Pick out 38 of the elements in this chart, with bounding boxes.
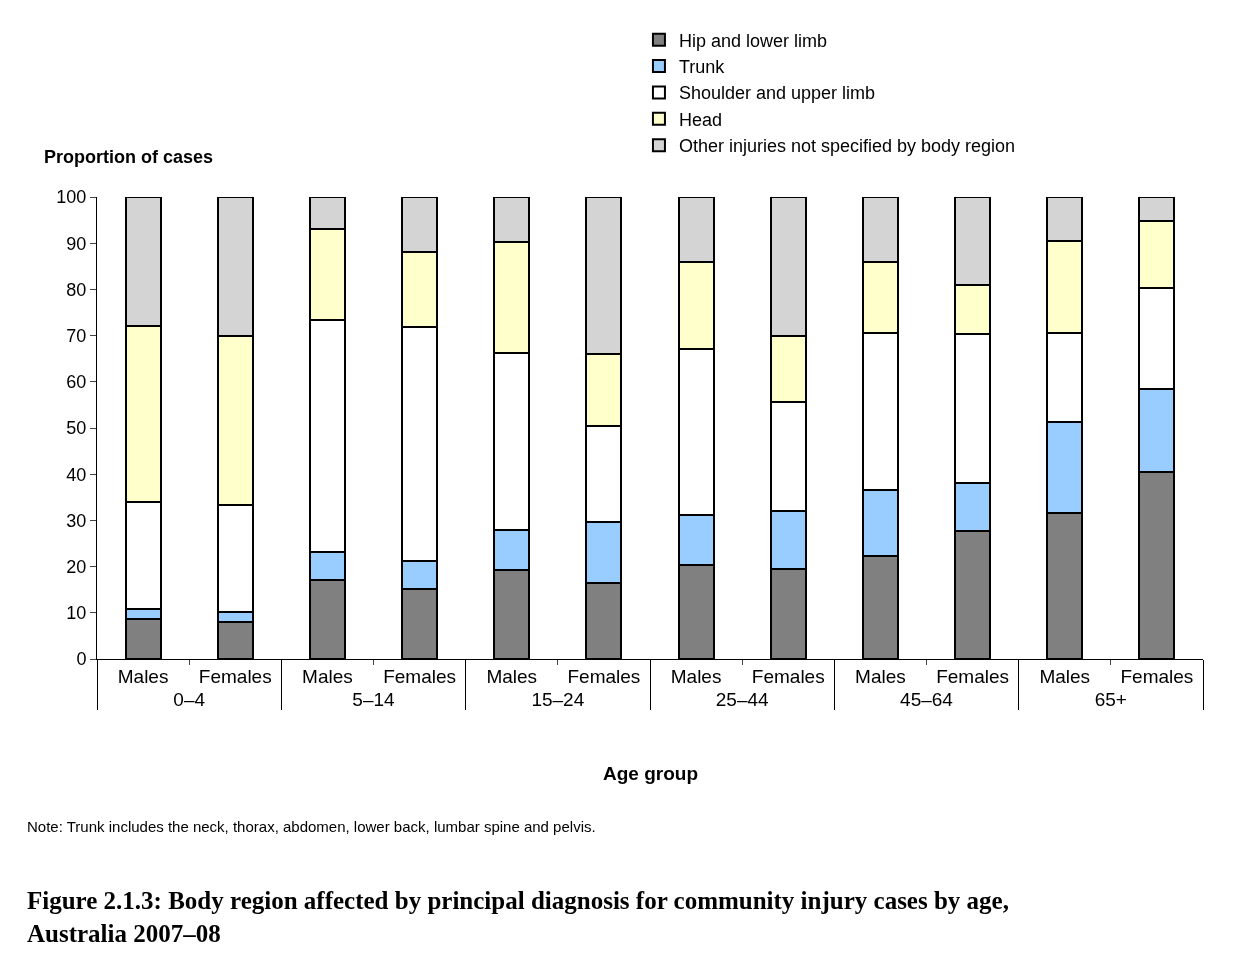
- y-tick-label: 0: [76, 649, 87, 670]
- y-axis-title: Proportion of cases: [44, 147, 214, 167]
- y-tick-label: 10: [66, 603, 87, 624]
- text: 5–14: [352, 688, 396, 710]
- legend-label: Hip and lower limb: [678, 30, 827, 51]
- y-tick-label: 50: [66, 418, 87, 439]
- y-tick-label: 70: [66, 325, 87, 346]
- legend-label: Other injuries not specified by body region: [678, 136, 1016, 157]
- text: 65+: [1094, 688, 1127, 710]
- y-tick-label: 60: [66, 372, 87, 393]
- x-tick-label: Females: [567, 665, 641, 687]
- y-tick-label: 90: [66, 233, 87, 254]
- x-tick-label: Females: [751, 665, 825, 687]
- text: Note: Trunk includes the neck, thorax, abdomen, lower back, lumbar spine and pelvis.: [27, 818, 596, 835]
- x-axis-title: Age group: [603, 763, 698, 784]
- text: 15–24: [531, 688, 585, 710]
- x-tick-label: Females: [936, 665, 1010, 687]
- y-tick-label: 100: [56, 187, 87, 208]
- text: Figure 2.1.3: Body region affected by principal diagnosis for community injury cases by age, Australia 2007–08: [27, 887, 1009, 947]
- y-tick-label: 30: [66, 510, 87, 531]
- x-tick-label: Males: [1039, 665, 1091, 687]
- x-tick-label: Females: [1120, 665, 1194, 687]
- y-tick-label: 20: [66, 556, 87, 577]
- x-tick-label: Females: [383, 665, 457, 687]
- x-tick-label: Males: [855, 665, 906, 687]
- x-tick-label: Females: [198, 665, 272, 687]
- legend-label: Shoulder and upper limb: [678, 83, 876, 104]
- legend-label: Trunk: [678, 57, 726, 78]
- legend-label: Head: [678, 109, 722, 130]
- x-tick-label: Males: [486, 665, 538, 687]
- y-tick-label: 80: [66, 279, 87, 300]
- x-tick-label: Males: [117, 665, 169, 687]
- x-tick-label: Males: [670, 665, 722, 687]
- text: 25–44: [715, 688, 770, 710]
- x-tick-label: Males: [302, 665, 353, 687]
- y-tick-label: 40: [66, 464, 87, 485]
- text: 45–64: [900, 688, 954, 710]
- text: 0–4: [173, 688, 206, 710]
